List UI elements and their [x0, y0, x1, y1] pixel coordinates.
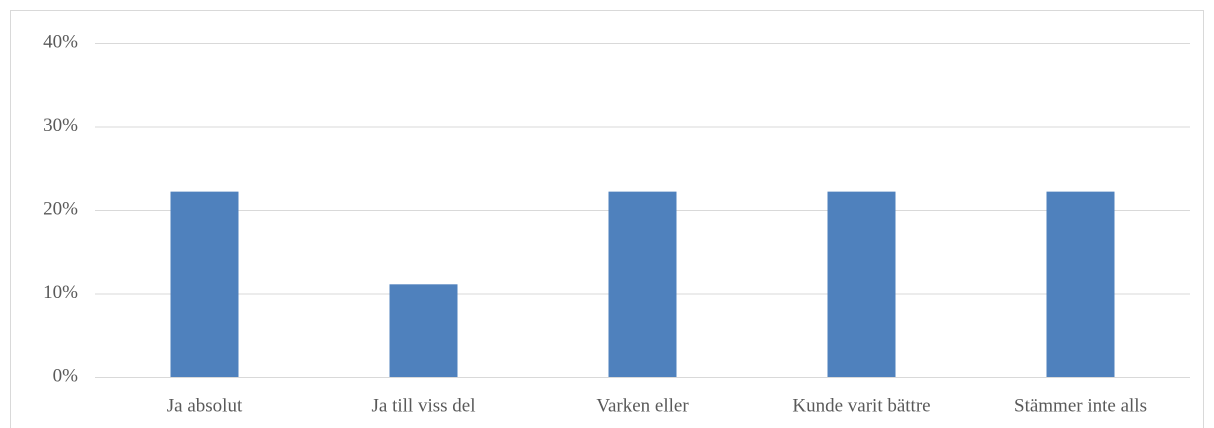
- bar: [1046, 191, 1115, 377]
- x-tick-label: Ja absolut: [167, 395, 243, 416]
- y-tick-label: 30%: [43, 115, 78, 136]
- bar: [827, 191, 896, 377]
- y-tick-label: 0%: [53, 365, 79, 386]
- bar: [170, 191, 239, 377]
- x-tick-label: Ja till viss del: [372, 395, 476, 416]
- y-tick-label: 20%: [43, 198, 78, 219]
- x-tick-label: Stämmer inte alls: [1014, 395, 1147, 416]
- x-tick-label: Kunde varit bättre: [792, 395, 930, 416]
- bar: [608, 191, 677, 377]
- bar: [389, 284, 458, 377]
- chart-frame: [10, 10, 1204, 428]
- x-tick-label: Varken eller: [596, 395, 689, 416]
- y-tick-label: 10%: [43, 282, 78, 303]
- y-tick-label: 40%: [43, 31, 78, 52]
